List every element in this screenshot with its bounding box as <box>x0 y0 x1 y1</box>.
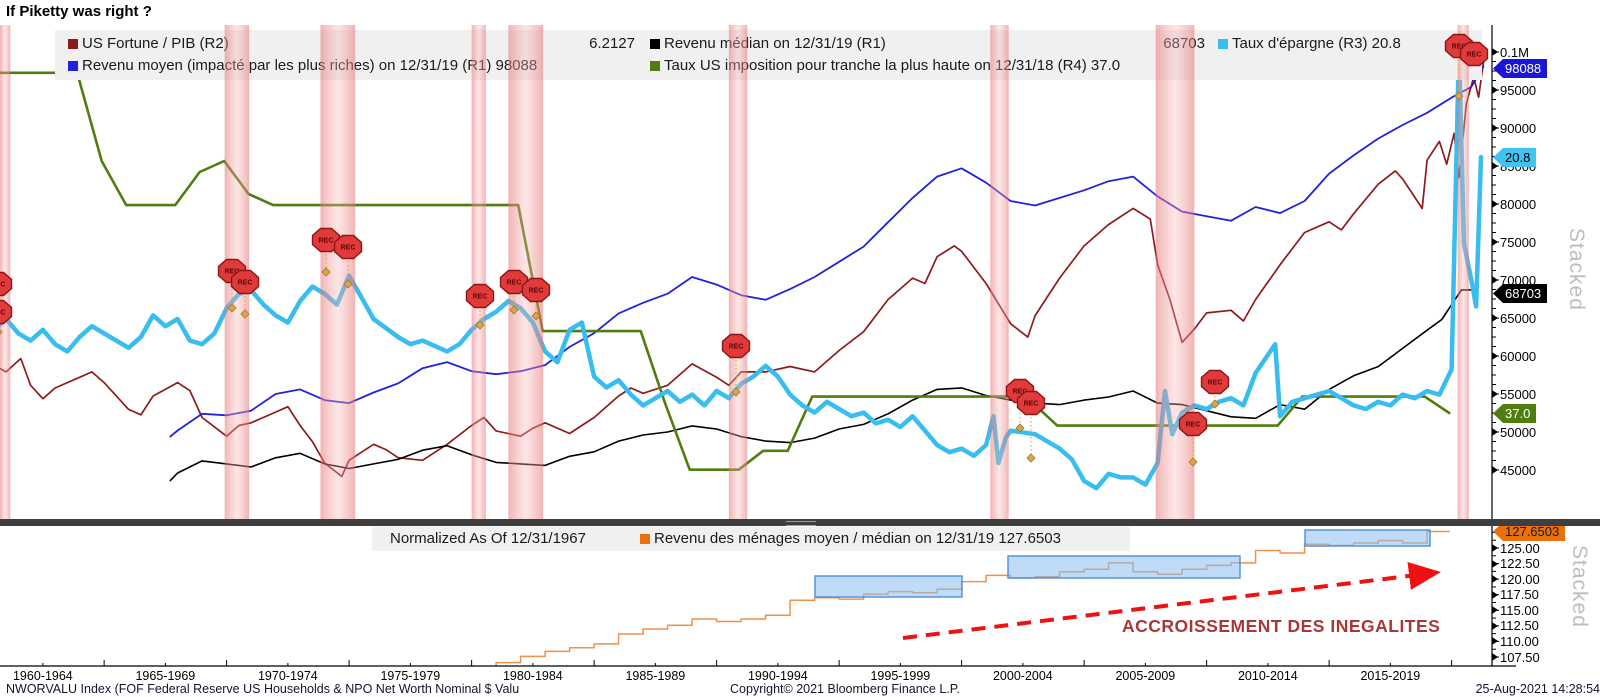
y-axis-label: 117.50 <box>1492 587 1539 603</box>
tick-arrow-icon <box>1492 466 1498 474</box>
x-axis-label: 2015-2019 <box>1360 669 1421 683</box>
stacked-axis-mode-button[interactable]: Stacked <box>1568 545 1591 628</box>
tick-arrow-icon <box>1492 653 1498 661</box>
y-axis-label: 125.00 <box>1492 540 1540 556</box>
y-axis-label: 50000 <box>1492 424 1536 440</box>
series-line-revenu-moyen-impact-par-les-plus-riches- <box>169 65 1485 438</box>
tick-arrow-icon <box>1492 621 1498 630</box>
legend-label: Revenu moyen (impacté par les plus riche… <box>82 57 538 74</box>
tick-arrow-icon <box>1492 590 1498 599</box>
x-axis-label: 1985-1989 <box>625 669 686 683</box>
tick-arrow-icon <box>1492 314 1498 322</box>
inequality-annotation: ACCROISSEMENT DES INEGALITES <box>1122 616 1441 636</box>
legend-item-revenu-moyen[interactable]: Revenu moyen (impacté par les plus riche… <box>68 57 537 74</box>
tick-arrow-icon <box>1492 637 1498 646</box>
legend-label: US Fortune / PIB (R2) <box>82 35 229 52</box>
x-axis-label: 1995-1999 <box>870 669 931 683</box>
x-axis-label: 1975-1979 <box>380 669 441 683</box>
tick-arrow-icon <box>1492 48 1498 56</box>
x-axis-label: 1970-1974 <box>257 669 318 683</box>
normalized-as-of-label: Normalized As Of 12/31/1967 <box>390 530 586 547</box>
y-axis-label: 45000 <box>1492 462 1536 478</box>
legend-label: Revenu médian on 12/31/19 (R1) <box>664 35 886 52</box>
tick-arrow-icon <box>1492 276 1498 284</box>
y-axis-label: 120.00 <box>1492 571 1540 587</box>
series-line-taux-us-imposition-pour-tranche-la-plus-haute <box>0 71 1451 472</box>
y-axis-label: 107.50 <box>1492 649 1540 665</box>
last-value-badge: 68703 <box>1493 284 1548 303</box>
bottom-legend: Normalized As Of 12/31/1967 Revenu des m… <box>372 527 1130 551</box>
y-axis-label: 55000 <box>1492 386 1536 402</box>
x-axis-label: 2005-2009 <box>1115 669 1176 683</box>
right-axis-gutter: 0.1M950009000085000800007500070000650006… <box>1492 0 1600 697</box>
tick-arrow-icon <box>1492 352 1498 360</box>
y-axis-label: 110.00 <box>1492 633 1539 649</box>
last-value-badge: 98088 <box>1493 59 1548 78</box>
x-axis-label: 2010-2014 <box>1237 669 1298 683</box>
taux-epargne-swatch-icon <box>1218 38 1228 49</box>
x-axis-label: 1980-1984 <box>502 669 563 683</box>
tick-arrow-icon <box>1492 544 1498 552</box>
divider-drag-handle-icon[interactable] <box>786 521 816 526</box>
tick-arrow-icon <box>1492 86 1498 94</box>
security-description: NWORVALU Index (FOF Federal Reserve US H… <box>6 682 520 696</box>
timestamp: 25-Aug-2021 14:28:54 <box>1475 682 1600 696</box>
tick-arrow-icon <box>1492 162 1498 170</box>
taux-imposition-swatch-icon <box>650 60 660 71</box>
y-axis-label: 0.1M <box>1492 44 1529 60</box>
last-value-badge: 37.0 <box>1493 404 1537 423</box>
copyright-text: Copyright© 2021 Bloomberg Finance L.P. <box>730 682 960 696</box>
highlight-box <box>1007 555 1241 579</box>
last-value-badge: 20.8 <box>1493 148 1537 167</box>
x-axis-label: 2000-2004 <box>992 669 1053 683</box>
page-title: If Piketty was right ? <box>6 3 152 20</box>
tick-arrow-icon <box>1492 575 1498 584</box>
legend-label: Taux US imposition pour tranche la plus … <box>664 57 1121 74</box>
y-axis-label: 112.50 <box>1492 618 1539 634</box>
x-axis-label: 1965-1969 <box>135 669 196 683</box>
y-axis-label: 95000 <box>1492 82 1536 98</box>
tick-arrow-icon <box>1492 238 1498 246</box>
series-line-revenu-m-dian <box>169 289 1477 482</box>
y-axis-label: 90000 <box>1492 120 1536 136</box>
legend-item-us-fortune[interactable]: US Fortune / PIB (R2) <box>68 35 229 52</box>
legend-value-us-fortune: 6.2127 <box>589 35 635 52</box>
us-fortune-swatch-icon <box>68 38 78 49</box>
highlight-box <box>814 575 963 598</box>
legend-item-taux-epargne[interactable]: Taux d'épargne (R3) 20.8 <box>1218 35 1401 52</box>
x-axis-label: 1960-1964 <box>12 669 73 683</box>
y-axis-label: 80000 <box>1492 196 1536 212</box>
legend-item-ratio[interactable]: Revenu des ménages moyen / médian on 12/… <box>640 530 1061 547</box>
y-axis-label: 65000 <box>1492 310 1536 326</box>
x-axis-label: 1990-1994 <box>747 669 808 683</box>
tick-arrow-icon <box>1492 428 1498 436</box>
tick-arrow-icon <box>1492 559 1498 568</box>
ratio-swatch-icon <box>640 533 650 544</box>
tick-arrow-icon <box>1492 390 1498 398</box>
y-axis-label: 60000 <box>1492 348 1536 364</box>
last-value-badge: 127.6503 <box>1493 522 1566 541</box>
tick-arrow-icon <box>1492 606 1498 615</box>
legend-label: Revenu des ménages moyen / médian on 12/… <box>654 530 1061 547</box>
y-axis-label: 115.00 <box>1492 602 1539 618</box>
tick-arrow-icon <box>1492 200 1498 208</box>
stacked-axis-mode-button[interactable]: Stacked <box>1565 228 1588 311</box>
revenu-median-swatch-icon <box>650 38 660 49</box>
legend-item-taux-imposition[interactable]: Taux US imposition pour tranche la plus … <box>650 57 1120 74</box>
panel-divider[interactable] <box>0 519 1600 526</box>
legend-value-revenu-median: 68703 <box>1163 35 1205 52</box>
y-axis-label: 75000 <box>1492 234 1536 250</box>
highlight-box <box>1304 529 1431 547</box>
legend-item-revenu-median[interactable]: Revenu médian on 12/31/19 (R1) <box>650 35 886 52</box>
tick-arrow-icon <box>1492 124 1498 132</box>
main-legend: US Fortune / PIB (R2) 6.2127 Revenu médi… <box>55 30 1482 80</box>
y-axis-label: 122.50 <box>1492 556 1540 572</box>
series-line-taux-d-pargne <box>0 43 1484 491</box>
revenu-moyen-swatch-icon <box>68 60 78 71</box>
legend-label: Taux d'épargne (R3) 20.8 <box>1232 35 1401 52</box>
